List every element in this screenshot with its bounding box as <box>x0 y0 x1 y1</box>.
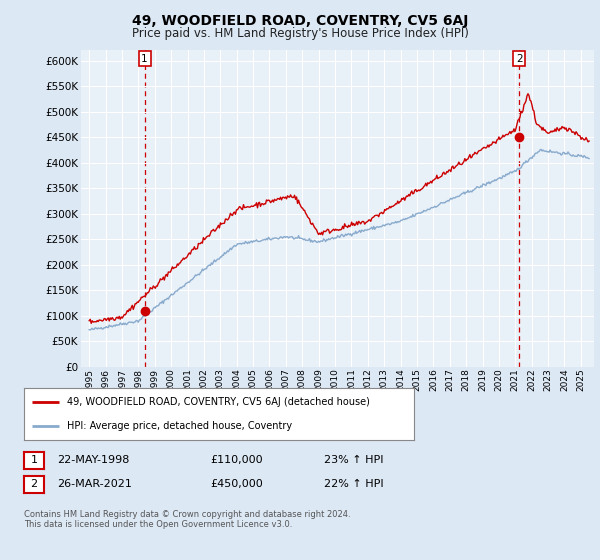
Text: 2: 2 <box>31 479 37 489</box>
Text: £450,000: £450,000 <box>210 479 263 489</box>
Text: 26-MAR-2021: 26-MAR-2021 <box>57 479 132 489</box>
Text: 23% ↑ HPI: 23% ↑ HPI <box>324 455 383 465</box>
Text: Contains HM Land Registry data © Crown copyright and database right 2024.
This d: Contains HM Land Registry data © Crown c… <box>24 510 350 529</box>
Text: £110,000: £110,000 <box>210 455 263 465</box>
Text: 49, WOODFIELD ROAD, COVENTRY, CV5 6AJ: 49, WOODFIELD ROAD, COVENTRY, CV5 6AJ <box>132 14 468 28</box>
Text: HPI: Average price, detached house, Coventry: HPI: Average price, detached house, Cove… <box>67 421 292 431</box>
Text: Price paid vs. HM Land Registry's House Price Index (HPI): Price paid vs. HM Land Registry's House … <box>131 27 469 40</box>
Text: 1: 1 <box>141 54 148 64</box>
Text: 49, WOODFIELD ROAD, COVENTRY, CV5 6AJ (detached house): 49, WOODFIELD ROAD, COVENTRY, CV5 6AJ (d… <box>67 397 370 407</box>
Text: 1: 1 <box>31 455 37 465</box>
Text: 22-MAY-1998: 22-MAY-1998 <box>57 455 130 465</box>
Text: 22% ↑ HPI: 22% ↑ HPI <box>324 479 383 489</box>
Text: 2: 2 <box>516 54 523 64</box>
